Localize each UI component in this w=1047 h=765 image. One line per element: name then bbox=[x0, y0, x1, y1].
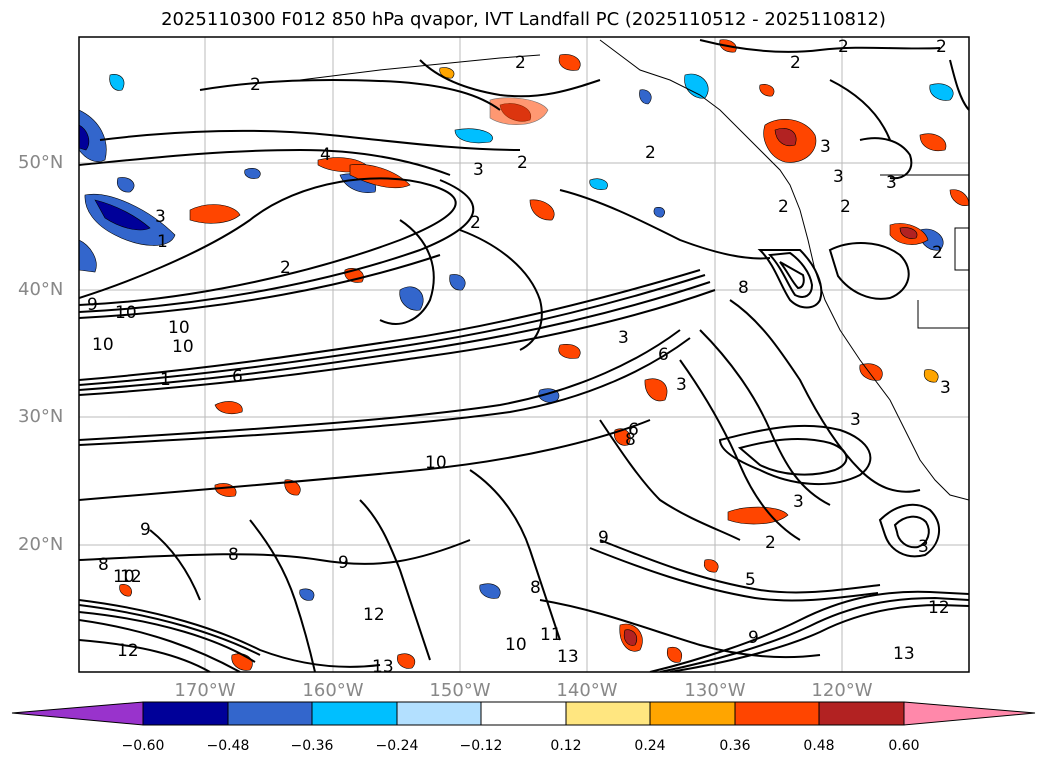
contour-label: 3 bbox=[820, 137, 831, 157]
colorbar-bin bbox=[649, 701, 736, 726]
contour-label: 1 bbox=[157, 232, 168, 252]
map-frame bbox=[78, 36, 970, 673]
contour-label: 2 bbox=[838, 37, 849, 57]
contour-label: 13 bbox=[372, 657, 394, 677]
colorbar-extend-low bbox=[11, 701, 144, 726]
contour-label: 6 bbox=[658, 345, 669, 365]
contour-label: 13 bbox=[893, 644, 915, 664]
contour-label: 2 bbox=[517, 153, 528, 173]
contour-label: 8 bbox=[625, 430, 636, 450]
contour-label: 9 bbox=[87, 295, 98, 315]
contour-label: 2 bbox=[790, 53, 801, 73]
contour-label: 4 bbox=[320, 145, 331, 165]
contour-label: 2 bbox=[765, 533, 776, 553]
contour-label: 10 bbox=[172, 337, 194, 357]
contour-label: 6 bbox=[628, 420, 639, 440]
contour-label: 3 bbox=[473, 160, 484, 180]
contour-label: 10 bbox=[425, 453, 447, 473]
contour-label: 10 bbox=[168, 318, 190, 338]
contour-label: 3 bbox=[918, 537, 929, 557]
contour-label: 2 bbox=[840, 197, 851, 217]
contour-label: 10 bbox=[115, 303, 137, 323]
colorbar-tick-label: −0.48 bbox=[206, 738, 250, 754]
contour-label: 9 bbox=[598, 528, 609, 548]
contour-label: 8 bbox=[228, 545, 239, 565]
contour-label: 3 bbox=[676, 375, 687, 395]
lon-label: 140°W bbox=[556, 680, 618, 701]
colorbar-bin bbox=[818, 701, 905, 726]
lon-label: 170°W bbox=[174, 680, 236, 701]
lon-label: 120°W bbox=[811, 680, 873, 701]
colorbar-bin bbox=[565, 701, 651, 726]
contour-label: 12 bbox=[363, 605, 385, 625]
lon-label: 150°W bbox=[429, 680, 491, 701]
contour-label: 11 bbox=[540, 625, 562, 645]
contour-label: 9 bbox=[140, 520, 151, 540]
contour-label: 10 bbox=[505, 635, 527, 655]
colorbar-tick-label: −0.24 bbox=[375, 738, 419, 754]
contour-label: 6 bbox=[232, 367, 243, 387]
colorbar-tick-label: 0.36 bbox=[719, 738, 751, 754]
colorbar-tick-label: 0.60 bbox=[888, 738, 920, 754]
contour-label: 1 bbox=[160, 370, 171, 390]
positive-qvapor-patches bbox=[119, 39, 969, 671]
colorbar-bin bbox=[142, 701, 229, 726]
colorbar-bin bbox=[734, 701, 820, 726]
contour-label: 12 bbox=[120, 567, 142, 587]
contour-label: 8 bbox=[530, 578, 541, 598]
contour-label: 2 bbox=[778, 197, 789, 217]
colorbar-tick-label: 0.12 bbox=[550, 738, 582, 754]
contour-label: 10 bbox=[113, 567, 135, 587]
colorbar-extend-high bbox=[903, 701, 1036, 726]
contour-label: 3 bbox=[850, 410, 861, 430]
lat-label: 20°N bbox=[18, 534, 64, 555]
colorbar-tick-label: 0.48 bbox=[803, 738, 835, 754]
contour-label: 10 bbox=[92, 335, 114, 355]
contour-label: 12 bbox=[928, 598, 950, 618]
contour-label: 2 bbox=[470, 213, 481, 233]
contour-label: 9 bbox=[748, 628, 759, 648]
contour-label: 8 bbox=[98, 555, 109, 575]
lat-label: 40°N bbox=[18, 279, 64, 300]
contour-labels: 2 2 2 2 4 3 2 2 3 2 1 2 10 10 10 10 10 9… bbox=[87, 37, 951, 677]
contour-label: 9 bbox=[338, 553, 349, 573]
contour-label: 3 bbox=[886, 173, 897, 193]
map-title: 2025110300 F012 850 hPa qvapor, IVT Land… bbox=[161, 9, 886, 30]
colorbar-tick-label: 0.24 bbox=[634, 738, 666, 754]
contour-label: 8 bbox=[738, 278, 749, 298]
colorbar bbox=[11, 701, 1036, 726]
contour-label: 3 bbox=[155, 207, 166, 227]
lon-label: 160°W bbox=[302, 680, 364, 701]
colorbar-bin bbox=[480, 701, 567, 726]
contour-label: 3 bbox=[793, 492, 804, 512]
colorbar-bin bbox=[311, 701, 398, 726]
contour-label: 2 bbox=[645, 143, 656, 163]
lat-label: 30°N bbox=[18, 406, 64, 427]
colorbar-bin bbox=[227, 701, 313, 726]
lon-label: 130°W bbox=[684, 680, 746, 701]
contour-label: 2 bbox=[515, 53, 526, 73]
contour-label: 2 bbox=[936, 37, 947, 57]
colorbar-tick-label: −0.36 bbox=[290, 738, 334, 754]
contour-label: 3 bbox=[940, 378, 951, 398]
lat-label: 50°N bbox=[18, 152, 64, 173]
colorbar-tick-label: −0.60 bbox=[121, 738, 165, 754]
colorbar-bin bbox=[396, 701, 482, 726]
coastlines bbox=[299, 39, 969, 501]
contour-label: 2 bbox=[280, 258, 291, 278]
contour-label: 12 bbox=[117, 641, 139, 661]
contour-label: 3 bbox=[618, 328, 629, 348]
contour-label: 3 bbox=[833, 167, 844, 187]
contour-label: 2 bbox=[250, 75, 261, 95]
contour-label: 13 bbox=[557, 647, 579, 667]
colorbar-tick-label: −0.12 bbox=[459, 738, 503, 754]
contour-label: 2 bbox=[932, 243, 943, 263]
ivt-contours bbox=[79, 39, 969, 672]
contour-label: 5 bbox=[745, 570, 756, 590]
